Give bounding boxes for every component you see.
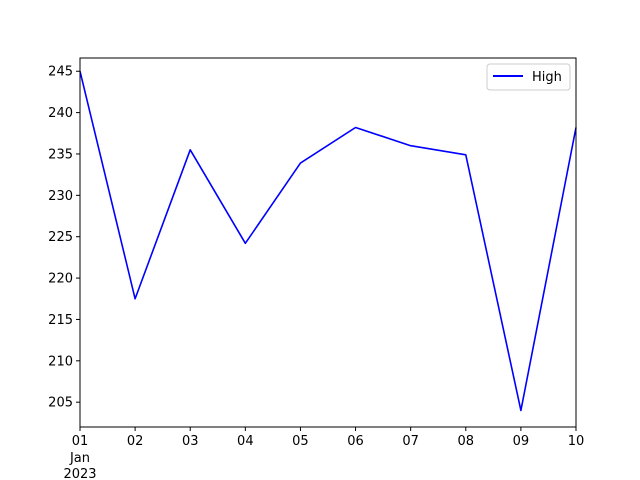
x-tick-label: 02 <box>127 434 144 449</box>
y-axis: 205 210 215 220 225 230 235 240 245 <box>48 65 80 411</box>
x-tick-label: 03 <box>182 434 199 449</box>
x-tick-label: 10 <box>568 434 585 449</box>
x-tick-label: 04 <box>237 434 254 449</box>
y-tick-label: 215 <box>48 313 73 328</box>
x-major-label: 2023 <box>63 467 96 480</box>
y-tick-label: 230 <box>48 189 73 204</box>
data-point <box>300 162 302 164</box>
x-tick-label: 08 <box>458 434 475 449</box>
y-tick-label: 210 <box>48 354 73 369</box>
x-tick-label: 07 <box>402 434 419 449</box>
series-layer <box>79 71 577 412</box>
data-point <box>410 145 412 147</box>
y-tick-label: 220 <box>48 272 73 287</box>
y-tick-label: 240 <box>48 106 73 121</box>
legend: High <box>486 63 571 91</box>
data-point <box>134 298 136 300</box>
data-point <box>520 410 522 412</box>
legend-label-high: High <box>532 70 562 85</box>
x-tick-label: 09 <box>513 434 530 449</box>
plot-frame <box>79 57 577 428</box>
y-tick-label: 205 <box>48 396 73 411</box>
x-major-label: Jan <box>69 451 90 466</box>
x-tick-label: 01 <box>72 434 89 449</box>
data-point <box>245 243 247 245</box>
y-tick-label: 225 <box>48 230 73 245</box>
x-tick-label: 06 <box>347 434 364 449</box>
y-tick-label: 245 <box>48 65 73 80</box>
data-point <box>355 127 357 129</box>
data-point <box>189 149 191 151</box>
data-point <box>465 154 467 156</box>
legend-box <box>486 63 571 91</box>
y-tick-label: 235 <box>48 147 73 162</box>
x-tick-label: 05 <box>292 434 309 449</box>
series-line-high <box>79 71 577 412</box>
